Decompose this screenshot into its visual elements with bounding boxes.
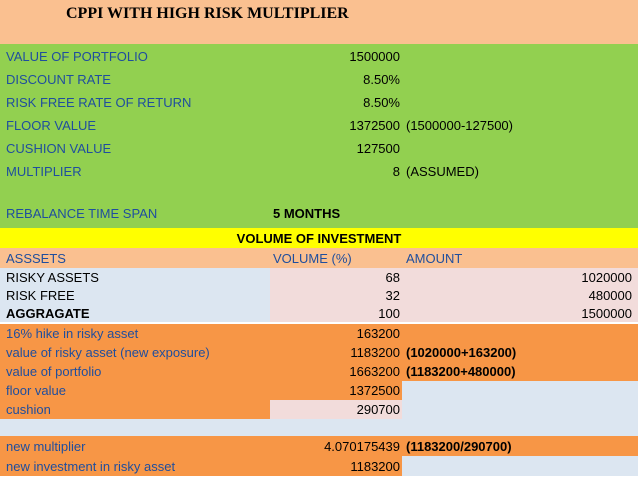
asset-amount: 1500000: [581, 306, 632, 321]
calc-value: 1372500: [349, 383, 400, 398]
param-label: RISK FREE RATE OF RETURN: [6, 95, 192, 110]
asset-volume: 32: [385, 288, 400, 303]
investment-title-band: [0, 228, 638, 248]
calc-value: 1663200: [349, 364, 400, 379]
table-header-band: [0, 248, 638, 268]
final-value: 1183200: [350, 459, 400, 474]
sheet-title: CPPI WITH HIGH RISK MULTIPLIER: [66, 5, 349, 22]
param-note: (ASSUMED): [406, 164, 479, 179]
param-value: 8.50%: [363, 72, 400, 87]
param-value: 1372500: [349, 118, 400, 133]
calc-empty-cells: [402, 381, 638, 419]
calc-note: (1020000+163200): [406, 345, 517, 360]
final-note: (1183200/290700): [406, 439, 512, 454]
header-assets: ASSSETS: [6, 251, 66, 266]
final-value: 4.070175439: [324, 439, 400, 454]
final-row-2-bg: [0, 456, 402, 476]
asset-label-cells: [0, 268, 270, 322]
header-amount: AMOUNT: [406, 251, 463, 266]
param-value: 127500: [356, 141, 400, 156]
title-band: [0, 0, 638, 44]
asset-volume: 68: [385, 270, 400, 285]
param-label: FLOOR VALUE: [6, 118, 97, 133]
param-label: DISCOUNT RATE: [6, 72, 111, 87]
calc-value: 163200: [356, 326, 400, 341]
asset-label: RISKY ASSETS: [6, 270, 99, 285]
asset-label: RISK FREE: [6, 288, 75, 303]
asset-amount: 1020000: [581, 270, 632, 285]
param-label: CUSHION VALUE: [6, 141, 112, 156]
param-value: 8: [392, 164, 400, 179]
spacer-row: [0, 419, 638, 436]
calc-label: value of portfolio: [6, 364, 102, 379]
calc-label: 16% hike in risky asset: [6, 326, 139, 341]
asset-label: AGGRAGATE: [6, 306, 90, 321]
param-value: 8.50%: [363, 95, 400, 110]
calc-label: cushion: [6, 402, 51, 417]
header-volume: VOLUME (%): [273, 251, 352, 266]
final-label: new multiplier: [6, 439, 86, 454]
final-label: new investment in risky asset: [6, 459, 176, 474]
param-value: 1500000: [349, 49, 400, 64]
param-label: VALUE OF PORTFOLIO: [6, 49, 148, 64]
final-row-1-bg: [0, 436, 638, 456]
cushion-value-cell: [270, 400, 402, 419]
param-note: (1500000-127500): [406, 118, 513, 133]
parameters-block: [0, 44, 638, 228]
asset-value-cells: [270, 268, 638, 322]
calc-value: 290700: [356, 402, 400, 417]
rebalance-value: 5 MONTHS: [273, 206, 341, 221]
calc-label: floor value: [6, 383, 66, 398]
calc-note-cells: [402, 324, 638, 381]
asset-volume: 100: [378, 306, 400, 321]
final-row-2-empty: [402, 456, 638, 476]
rebalance-label: REBALANCE TIME SPAN: [6, 206, 158, 221]
asset-amount: 480000: [588, 288, 632, 303]
calc-value: 1183200: [350, 345, 400, 360]
param-label: MULTIPLIER: [6, 164, 82, 179]
calc-note: (1183200+480000): [406, 364, 516, 379]
calc-label: value of risky asset (new exposure): [6, 345, 210, 360]
investment-title: VOLUME OF INVESTMENT: [236, 231, 402, 246]
